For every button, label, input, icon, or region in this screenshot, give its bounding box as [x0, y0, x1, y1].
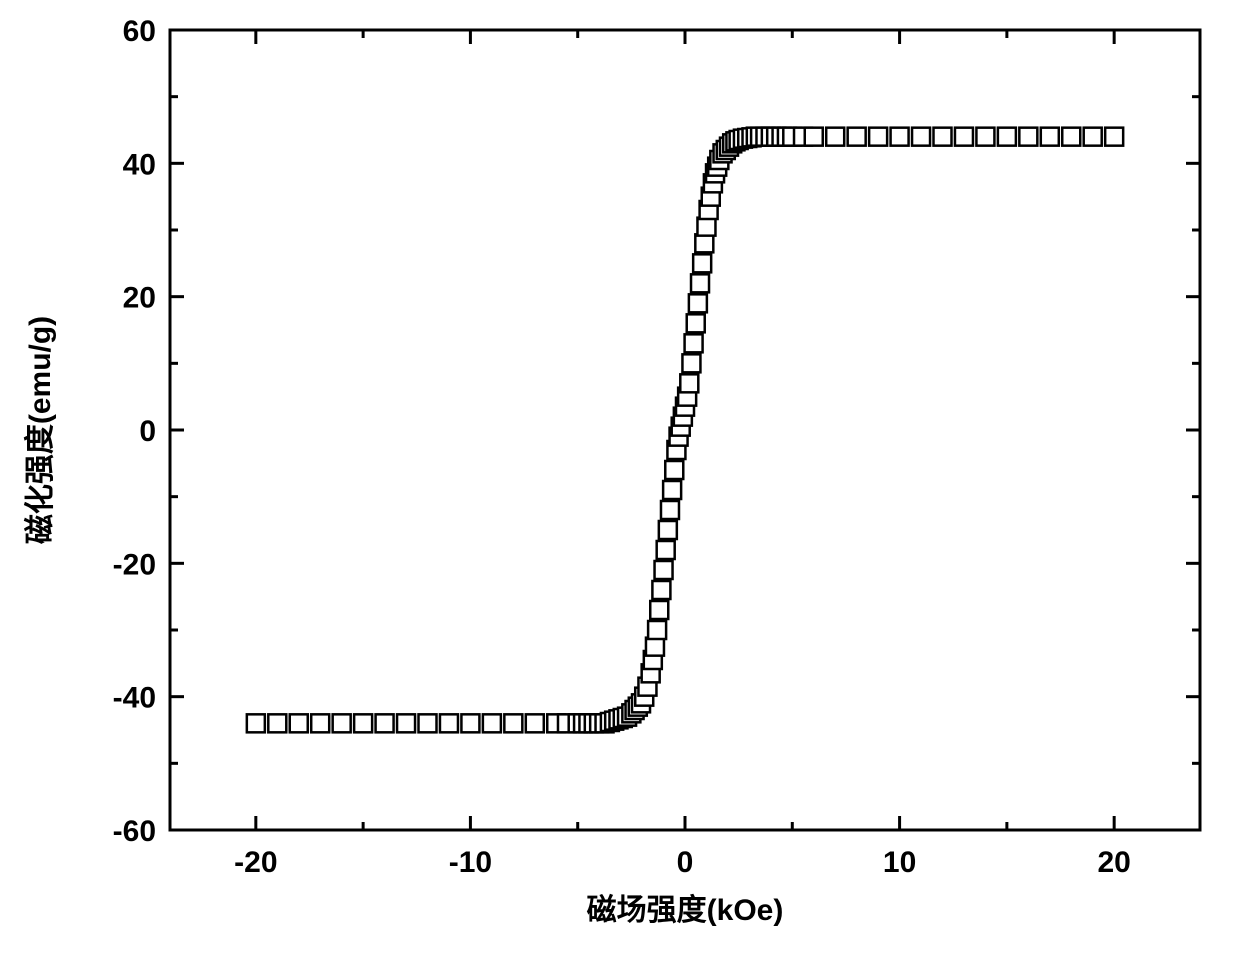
data-point — [526, 714, 544, 732]
data-point — [419, 714, 437, 732]
data-point — [268, 714, 286, 732]
data-point — [440, 714, 458, 732]
chart-svg: -20 -10 0 10 20 -60 -40 -20 0 20 40 60 磁场强度(kOe) 磁化强度… — [0, 0, 1240, 961]
x-tick-label: -20 — [234, 846, 277, 879]
data-point — [691, 274, 709, 292]
y-tick-label: -40 — [113, 682, 156, 715]
data-point — [1084, 128, 1102, 146]
data-point — [682, 354, 700, 372]
data-point — [891, 128, 909, 146]
data-point — [247, 714, 265, 732]
data-point — [650, 601, 668, 619]
y-axis-label: 磁化强度(emu/g) — [23, 316, 57, 544]
data-point — [869, 128, 887, 146]
data-point — [659, 521, 677, 539]
data-point — [998, 128, 1016, 146]
x-tick-label: -10 — [449, 846, 492, 879]
data-point — [693, 254, 711, 272]
data-point — [689, 294, 707, 312]
y-tick-label: 20 — [123, 282, 156, 315]
y-tick-label: 60 — [123, 15, 156, 48]
data-point — [661, 501, 679, 519]
data-point — [912, 128, 930, 146]
data-point — [695, 234, 713, 252]
data-point — [976, 128, 994, 146]
data-point — [504, 714, 522, 732]
x-tick-label: 10 — [883, 846, 916, 879]
data-point — [652, 581, 670, 599]
x-tick-label: 20 — [1097, 846, 1130, 879]
data-point — [290, 714, 308, 732]
data-point — [934, 128, 952, 146]
data-point — [680, 374, 698, 392]
data-point — [848, 128, 866, 146]
data-point — [955, 128, 973, 146]
y-tick-label: 40 — [123, 148, 156, 181]
x-tick-label: 0 — [677, 846, 694, 879]
data-point — [483, 714, 501, 732]
data-point — [657, 541, 675, 559]
data-point — [354, 714, 372, 732]
hysteresis-chart: -20 -10 0 10 20 -60 -40 -20 0 20 40 60 磁场强度(kOe) 磁化强度… — [0, 0, 1240, 961]
data-point — [687, 314, 705, 332]
data-point — [376, 714, 394, 732]
data-point — [648, 621, 666, 639]
data-point — [1041, 128, 1059, 146]
data-point — [663, 481, 681, 499]
data-point — [655, 561, 673, 579]
y-tick-label: -20 — [113, 548, 156, 581]
y-tick-label: 0 — [139, 415, 156, 448]
data-point — [311, 714, 329, 732]
data-point — [397, 714, 415, 732]
data-point — [1019, 128, 1037, 146]
data-point — [685, 334, 703, 352]
data-point — [697, 218, 715, 236]
data-point — [646, 638, 664, 656]
y-tick-label: -60 — [113, 815, 156, 848]
data-point — [461, 714, 479, 732]
data-point — [1062, 128, 1080, 146]
x-axis-label: 磁场强度(kOe) — [587, 893, 784, 927]
data-point — [805, 128, 823, 146]
data-point — [333, 714, 351, 732]
data-point — [665, 461, 683, 479]
data-point — [1105, 128, 1123, 146]
data-point — [826, 128, 844, 146]
